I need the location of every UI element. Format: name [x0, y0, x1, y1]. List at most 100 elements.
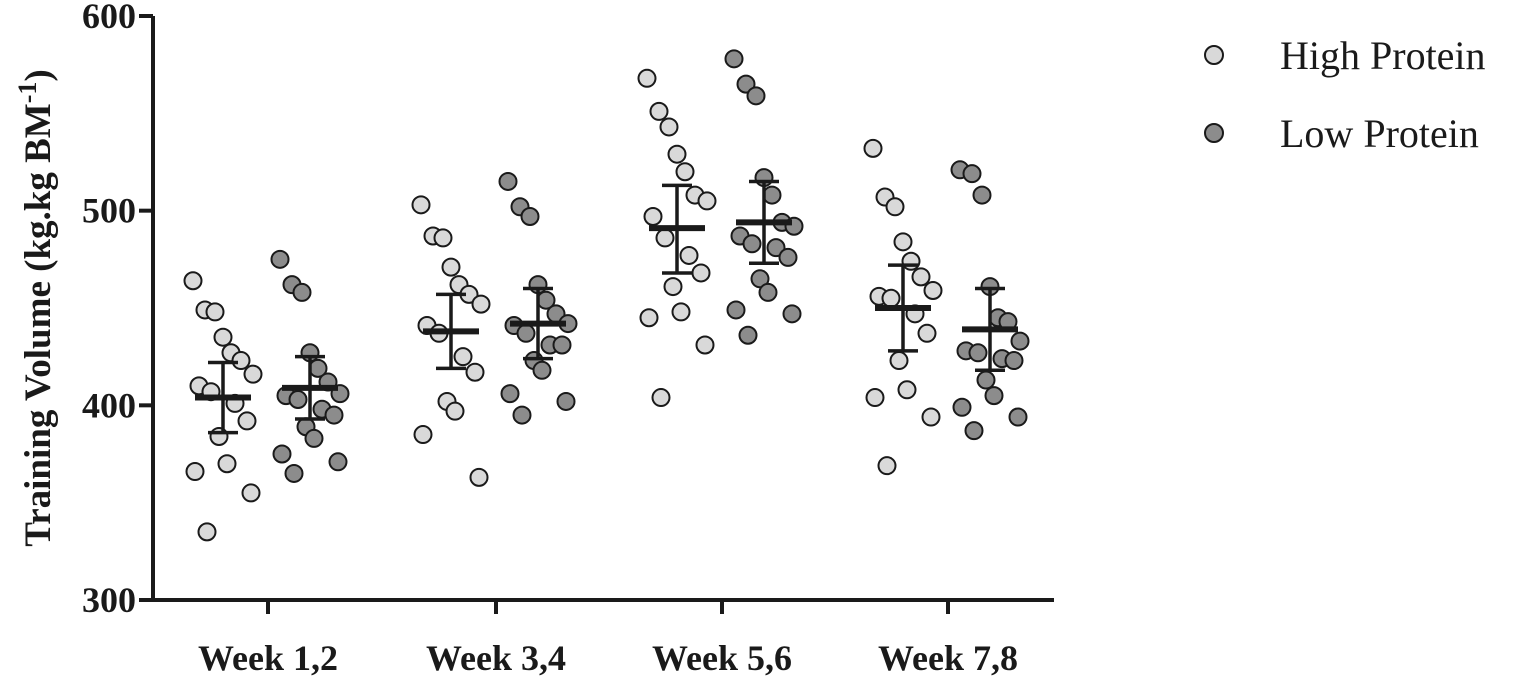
y-tick-label: 600: [82, 0, 136, 36]
data-point: [209, 426, 229, 446]
data-point: [917, 323, 937, 343]
x-category-label: Week 1,2: [198, 638, 338, 678]
data-point: [972, 185, 992, 205]
data-point: [243, 364, 263, 384]
data-point: [675, 162, 695, 182]
data-point: [750, 269, 770, 289]
data-point: [671, 302, 691, 322]
data-point: [964, 421, 984, 441]
data-point: [643, 207, 663, 227]
data-point: [695, 335, 715, 355]
data-point: [292, 282, 312, 302]
data-point: [897, 380, 917, 400]
data-point: [778, 247, 798, 267]
y-axis-title: Training Volume (kg.kg BM-1): [13, 69, 59, 546]
data-point: [679, 245, 699, 265]
y-tick-label: 300: [82, 580, 136, 620]
data-point: [921, 407, 941, 427]
data-point: [1010, 331, 1030, 351]
x-category-label: Week 3,4: [426, 638, 566, 678]
data-point: [241, 483, 261, 503]
data-point: [205, 302, 225, 322]
data-point: [893, 232, 913, 252]
y-axis-title-main: Training Volume (kg.kg BM: [18, 103, 59, 546]
data-point: [532, 360, 552, 380]
mean-error-bars: [195, 179, 1018, 435]
legend-marker: [1204, 45, 1224, 65]
data-point: [726, 300, 746, 320]
data-point: [984, 386, 1004, 406]
data-point: [183, 271, 203, 291]
data-point: [968, 343, 988, 363]
data-point: [901, 251, 921, 271]
data-point: [877, 456, 897, 476]
data-point: [272, 444, 292, 464]
data-point: [284, 463, 304, 483]
legend-label: Low Protein: [1280, 111, 1479, 156]
data-point: [1008, 407, 1028, 427]
data-point: [411, 195, 431, 215]
data-point: [667, 144, 687, 164]
y-ticks: 300 400 500 600: [82, 0, 153, 620]
x-category-label: Week 7,8: [878, 638, 1018, 678]
data-point: [1004, 351, 1024, 371]
data-point: [651, 388, 671, 408]
data-point: [213, 327, 233, 347]
data-point: [288, 389, 308, 409]
x-category-label: Week 5,6: [652, 638, 792, 678]
y-axis-title-close: ): [18, 69, 59, 81]
data-point: [762, 185, 782, 205]
data-point: [923, 280, 943, 300]
data-point: [516, 323, 536, 343]
data-point: [639, 308, 659, 328]
data-point: [885, 197, 905, 217]
data-point: [746, 86, 766, 106]
data-point: [659, 117, 679, 137]
data-point: [453, 347, 473, 367]
data-point: [738, 325, 758, 345]
data-point: [865, 388, 885, 408]
data-point: [197, 522, 217, 542]
data-point: [552, 335, 572, 355]
data-point: [889, 351, 909, 371]
data-point: [556, 391, 576, 411]
data-point: [445, 401, 465, 421]
data-point: [498, 171, 518, 191]
data-point: [304, 428, 324, 448]
data-point: [742, 234, 762, 254]
data-point: [469, 467, 489, 487]
data-point: [863, 138, 883, 158]
data-point: [911, 267, 931, 287]
data-point: [185, 462, 205, 482]
data-point: [724, 49, 744, 69]
data-point: [471, 294, 491, 314]
data-point: [655, 228, 675, 248]
data-point: [976, 370, 996, 390]
data-point: [217, 454, 237, 474]
data-point: [962, 164, 982, 184]
legend-marker: [1204, 123, 1224, 143]
data-point: [231, 351, 251, 371]
data-point: [520, 207, 540, 227]
legend: High Protein Low Protein: [1204, 33, 1486, 156]
data-point: [465, 362, 485, 382]
legend-label: High Protein: [1280, 33, 1486, 78]
data-point: [663, 277, 683, 297]
data-point: [237, 411, 257, 431]
data-point: [270, 249, 290, 269]
data-point: [881, 288, 901, 308]
data-point: [328, 452, 348, 472]
y-tick-label: 500: [82, 191, 136, 231]
x-ticks: Week 1,2 Week 3,4 Week 5,6 Week 7,8: [198, 600, 1018, 678]
axes: [151, 16, 1054, 602]
data-point: [637, 68, 657, 88]
data-point: [413, 425, 433, 445]
data-point: [758, 282, 778, 302]
data-point: [324, 405, 344, 425]
data-point: [691, 263, 711, 283]
data-point: [697, 191, 717, 211]
data-point: [433, 228, 453, 248]
y-tick-label: 400: [82, 385, 136, 425]
y-axis-title-superscript: -1: [13, 82, 42, 104]
